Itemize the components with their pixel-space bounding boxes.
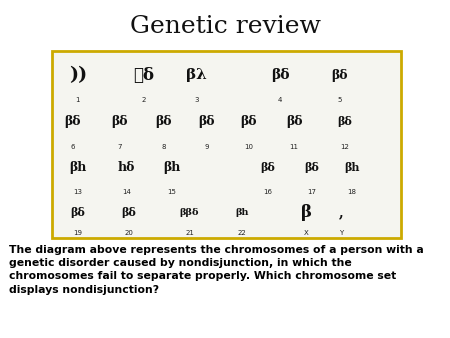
- Text: βh: βh: [344, 162, 360, 172]
- Text: 7: 7: [117, 144, 122, 150]
- Text: 21: 21: [185, 231, 194, 236]
- Text: βδ: βδ: [241, 116, 257, 128]
- Text: 20: 20: [124, 231, 133, 236]
- Text: 19: 19: [73, 231, 82, 236]
- Text: βδ: βδ: [121, 207, 136, 218]
- Bar: [52, 51, 400, 238]
- Text: βδ: βδ: [199, 116, 215, 128]
- Text: 18: 18: [347, 189, 356, 195]
- Text: hδ: hδ: [118, 161, 135, 173]
- Text: βδ: βδ: [286, 116, 302, 128]
- Text: 12: 12: [340, 144, 349, 150]
- Text: βδ: βδ: [64, 116, 81, 128]
- Text: βδ: βδ: [261, 162, 275, 172]
- Text: βλ: βλ: [186, 68, 207, 82]
- Text: βδ: βδ: [155, 116, 171, 128]
- Text: βδ: βδ: [71, 207, 86, 218]
- Text: )): )): [69, 66, 87, 84]
- Text: 8: 8: [161, 144, 166, 150]
- Text: 5: 5: [338, 97, 342, 103]
- Text: 15: 15: [168, 189, 176, 195]
- Text: ⪣δ: ⪣δ: [134, 67, 155, 83]
- Text: 13: 13: [73, 189, 82, 195]
- Text: Genetic review: Genetic review: [130, 15, 320, 38]
- Text: βδ: βδ: [271, 68, 289, 82]
- Text: βδ: βδ: [304, 162, 319, 172]
- Text: 14: 14: [122, 189, 131, 195]
- Text: βh: βh: [69, 161, 86, 173]
- Text: 10: 10: [244, 144, 253, 150]
- Text: 2: 2: [142, 97, 146, 103]
- Text: βδ: βδ: [112, 116, 128, 128]
- Text: 6: 6: [70, 144, 75, 150]
- Text: 1: 1: [76, 97, 80, 103]
- Text: 4: 4: [278, 97, 282, 103]
- Text: 17: 17: [307, 189, 316, 195]
- Text: β: β: [301, 203, 312, 220]
- Text: 16: 16: [264, 189, 273, 195]
- Text: ββδ: ββδ: [180, 208, 199, 217]
- Text: 22: 22: [238, 231, 246, 236]
- Text: 11: 11: [290, 144, 299, 150]
- Text: βh: βh: [235, 208, 248, 217]
- Text: βδ: βδ: [337, 117, 352, 127]
- Text: Y: Y: [339, 231, 343, 236]
- Text: The diagram above represents the chromosomes of a person with a
genetic disorder: The diagram above represents the chromos…: [9, 245, 424, 295]
- Text: 9: 9: [205, 144, 209, 150]
- Text: βh: βh: [163, 161, 181, 173]
- Text: ,: ,: [339, 205, 344, 219]
- Text: βδ: βδ: [331, 69, 348, 81]
- Text: 3: 3: [194, 97, 199, 103]
- Text: X: X: [304, 231, 309, 236]
